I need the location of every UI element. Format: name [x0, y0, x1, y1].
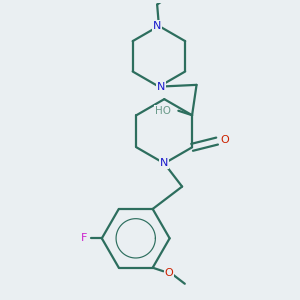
Text: N: N [160, 158, 169, 168]
Text: HO: HO [155, 106, 171, 116]
Text: N: N [157, 82, 165, 92]
Text: N: N [153, 21, 161, 31]
Text: F: F [81, 233, 87, 243]
Text: O: O [221, 135, 230, 145]
Text: O: O [164, 268, 173, 278]
